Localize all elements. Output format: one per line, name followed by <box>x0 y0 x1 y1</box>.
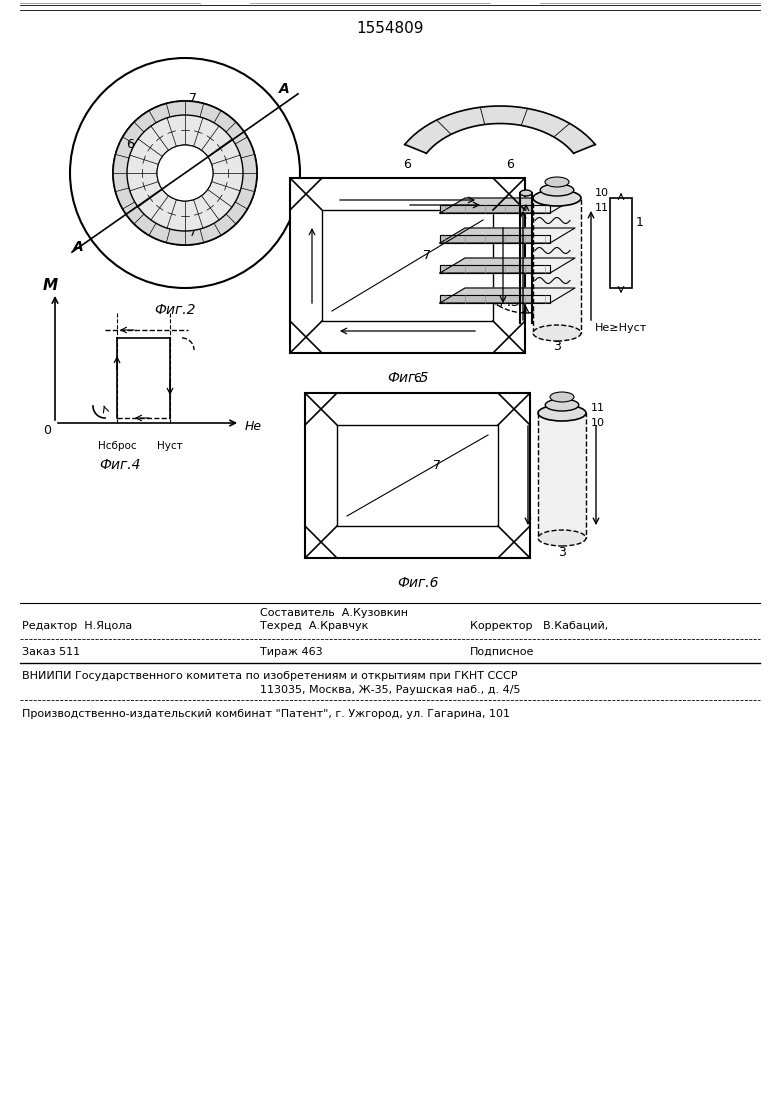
Circle shape <box>147 135 223 211</box>
Circle shape <box>70 58 300 288</box>
Text: Составитель  А.Кузовкин: Составитель А.Кузовкин <box>260 608 408 618</box>
Text: 11: 11 <box>595 203 609 213</box>
Text: Корректор   В.Кабаций,: Корректор В.Кабаций, <box>470 621 608 631</box>
Text: Не≥Нуст: Не≥Нуст <box>595 323 647 333</box>
Polygon shape <box>440 288 575 303</box>
Ellipse shape <box>545 176 569 188</box>
Ellipse shape <box>533 190 581 206</box>
Text: Нсброс: Нсброс <box>98 441 136 451</box>
Text: 7: 7 <box>189 226 197 239</box>
Ellipse shape <box>520 190 532 196</box>
Text: Фиг.2: Фиг.2 <box>154 303 196 317</box>
Text: ВНИИПИ Государственного комитета по изобретениям и открытиям при ГКНТ СССР: ВНИИПИ Государственного комитета по изоб… <box>22 671 517 681</box>
Bar <box>305 393 530 558</box>
Polygon shape <box>405 106 595 153</box>
Text: He: He <box>245 420 262 433</box>
Text: Фиг.4: Фиг.4 <box>99 458 140 472</box>
Ellipse shape <box>533 325 581 341</box>
Text: Нуст: Нуст <box>158 441 183 451</box>
Text: 3: 3 <box>536 246 544 259</box>
Text: Производственно-издательский комбинат "Патент", г. Ужгород, ул. Гагарина, 101: Производственно-издательский комбинат "П… <box>22 709 510 719</box>
Text: 10: 10 <box>591 418 605 428</box>
Text: 6: 6 <box>403 158 411 171</box>
Text: Техред  А.Кравчук: Техред А.Кравчук <box>260 621 368 631</box>
Circle shape <box>127 115 243 231</box>
Bar <box>533 199 581 333</box>
Text: Тираж 463: Тираж 463 <box>260 647 323 657</box>
Text: S: S <box>617 216 625 229</box>
Polygon shape <box>440 295 550 303</box>
Text: 6: 6 <box>506 159 514 171</box>
Bar <box>290 178 525 353</box>
Text: Фиг.3: Фиг.3 <box>479 295 521 309</box>
Circle shape <box>113 101 257 245</box>
Polygon shape <box>440 228 575 243</box>
Text: Подписное: Подписное <box>470 647 534 657</box>
Ellipse shape <box>541 184 574 196</box>
Ellipse shape <box>538 405 586 421</box>
Text: Заказ 511: Заказ 511 <box>22 647 80 657</box>
Text: 7: 7 <box>424 249 431 263</box>
Text: 7: 7 <box>434 459 441 472</box>
Text: 3: 3 <box>553 341 561 353</box>
Polygon shape <box>440 258 575 274</box>
Text: A: A <box>278 82 289 96</box>
Text: 10: 10 <box>595 188 609 199</box>
Text: 7: 7 <box>189 92 197 105</box>
Ellipse shape <box>538 531 586 546</box>
Text: 113035, Москва, Ж-35, Раушская наб., д. 4/5: 113035, Москва, Ж-35, Раушская наб., д. … <box>260 685 520 695</box>
Text: N: N <box>616 256 626 269</box>
Text: 3: 3 <box>558 546 566 558</box>
Ellipse shape <box>545 399 579 411</box>
Polygon shape <box>440 265 550 274</box>
Text: M: M <box>42 278 58 292</box>
Text: 11: 11 <box>591 403 605 413</box>
Text: 7: 7 <box>426 257 434 269</box>
Text: Фиг.5: Фиг.5 <box>387 371 428 385</box>
Text: Редактор  Н.Яцола: Редактор Н.Яцола <box>22 621 133 631</box>
Polygon shape <box>440 205 550 213</box>
Text: 1: 1 <box>636 216 644 229</box>
Text: A: A <box>73 240 83 254</box>
Bar <box>538 413 586 538</box>
Bar <box>610 199 632 288</box>
Text: 0: 0 <box>43 425 51 438</box>
Circle shape <box>157 144 213 201</box>
Polygon shape <box>440 235 550 243</box>
Bar <box>322 210 493 321</box>
Ellipse shape <box>550 392 574 401</box>
Text: 6: 6 <box>413 373 421 386</box>
Text: Фиг.6: Фиг.6 <box>397 576 438 590</box>
Polygon shape <box>440 199 575 213</box>
Text: 6: 6 <box>126 139 134 151</box>
Bar <box>337 425 498 526</box>
Circle shape <box>157 144 213 201</box>
Text: 1554809: 1554809 <box>356 21 424 36</box>
